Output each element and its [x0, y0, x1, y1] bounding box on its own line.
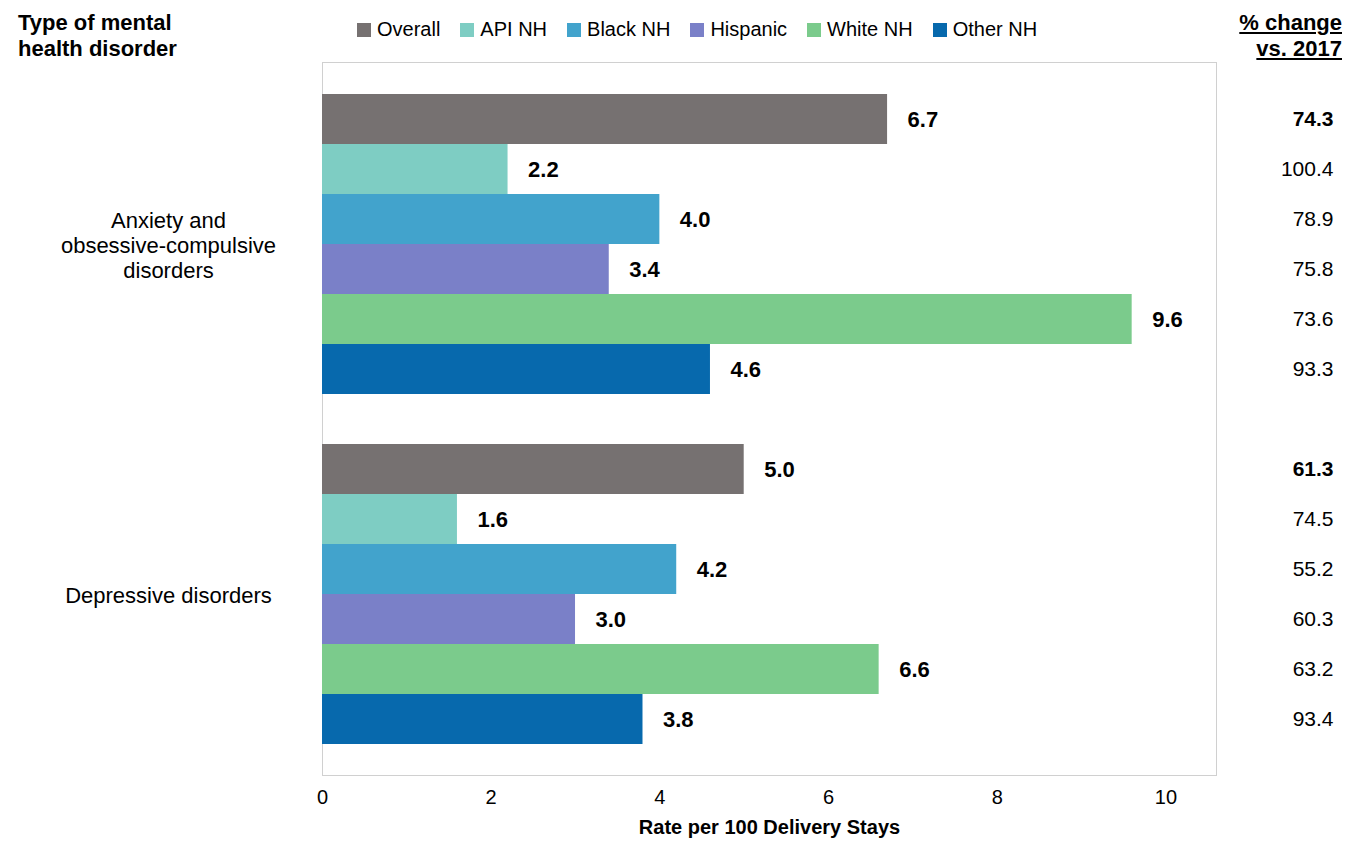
- html-text:API NH: API NH: [480, 18, 547, 40]
- svg-text:74.5: 74.5: [1293, 507, 1334, 530]
- svg-text:Depressive disorders: Depressive disorders: [65, 583, 272, 608]
- svg-text:5.0: 5.0: [764, 457, 795, 482]
- svg-text:0: 0: [317, 786, 328, 808]
- svg-text:73.6: 73.6: [1293, 307, 1334, 330]
- svg-text:75.8: 75.8: [1293, 257, 1334, 280]
- svg-text:8: 8: [992, 786, 1003, 808]
- svg-text:78.9: 78.9: [1293, 207, 1334, 230]
- svg-text:63.2: 63.2: [1293, 657, 1334, 680]
- html-text:Black NH: Black NH: [587, 18, 671, 40]
- html-text:White NH: White NH: [827, 18, 913, 40]
- svg-text:55.2: 55.2: [1293, 557, 1334, 580]
- svg-text:4: 4: [654, 786, 665, 808]
- svg-text:60.3: 60.3: [1293, 607, 1334, 630]
- html-text:Other NH: Other NH: [952, 18, 1038, 40]
- svg-text:4.0: 4.0: [680, 207, 711, 232]
- svg-text:6: 6: [823, 786, 834, 808]
- svg-text:Rate per 100 Delivery Stays: Rate per 100 Delivery Stays: [639, 816, 900, 838]
- svg-text:6.6: 6.6: [899, 657, 930, 682]
- svg-text:10: 10: [1155, 786, 1177, 808]
- svg-text:100.4: 100.4: [1281, 157, 1334, 180]
- svg-text:Anxiety andobsessive-compulsiv: Anxiety andobsessive-compulsivedisorders: [61, 208, 276, 284]
- svg-text:93.4: 93.4: [1293, 707, 1334, 730]
- svg-text:2: 2: [486, 786, 497, 808]
- svg-text:61.3: 61.3: [1293, 457, 1334, 480]
- html-text:Type of mental health disorder: Type of mental health disorder: [18, 10, 177, 62]
- svg-text:1.6: 1.6: [477, 507, 508, 532]
- html-text:Overall: Overall: [377, 18, 441, 40]
- html-text:Hispanic: Hispanic: [710, 18, 788, 40]
- svg-text:93.3: 93.3: [1293, 357, 1334, 380]
- html-text:% change vs. 2017: % change vs. 2017: [1239, 10, 1342, 62]
- svg-text:3.0: 3.0: [596, 607, 627, 632]
- svg-text:4.2: 4.2: [697, 557, 728, 582]
- svg-text:2.2: 2.2: [528, 157, 559, 182]
- svg-text:9.6: 9.6: [1152, 307, 1183, 332]
- svg-text:6.7: 6.7: [908, 107, 939, 132]
- svg-text:3.4: 3.4: [629, 257, 660, 282]
- svg-text:3.8: 3.8: [663, 707, 694, 732]
- svg-text:74.3: 74.3: [1293, 107, 1334, 130]
- svg-text:4.6: 4.6: [730, 357, 761, 382]
